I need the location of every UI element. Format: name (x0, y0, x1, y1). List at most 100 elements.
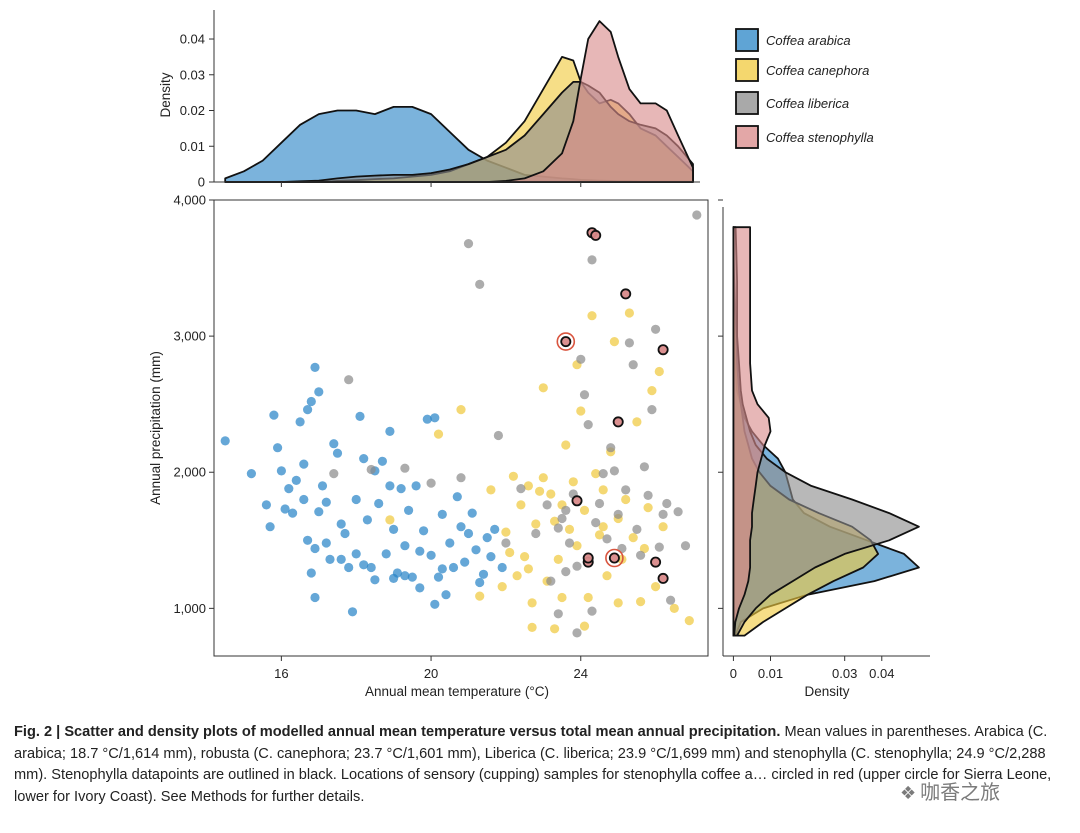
scatter-point-canephora (669, 603, 679, 614)
scatter-point-liberica (576, 354, 586, 364)
scatter-point-liberica (475, 279, 485, 289)
scatter-point-liberica (643, 490, 653, 500)
scatter-point-liberica (493, 430, 503, 441)
right-density-panel: 0 0.01 0.03 0.04 Density (718, 199, 930, 699)
scatter-point-arabica (303, 405, 313, 415)
scatter-point-canephora (579, 621, 590, 631)
scatter-point-canephora (520, 552, 530, 562)
scatter-point-arabica (385, 481, 395, 491)
scatter-point-liberica (647, 405, 657, 415)
scatter-point-liberica (344, 375, 354, 385)
scatter-point-arabica (381, 549, 391, 559)
scatter-point-canephora (512, 571, 522, 581)
scatter-point-canephora (433, 429, 444, 439)
scatter-point-liberica (624, 338, 635, 348)
scatter-point-canephora (486, 485, 496, 495)
scatter-point-arabica (299, 494, 309, 505)
scatter-point-canephora (531, 519, 541, 529)
scatter-point-arabica (310, 362, 320, 372)
scatter-point-canephora (576, 406, 586, 416)
scatter-point-liberica (613, 509, 623, 519)
scatter-ylabel: Annual precipitation (mm) (148, 351, 163, 505)
scatter-point-arabica (269, 410, 279, 420)
y-tick-label: 1,000 (173, 601, 206, 616)
scatter-point-arabica (325, 554, 335, 565)
scatter-point-arabica (415, 546, 425, 556)
scatter-point-liberica (673, 507, 683, 517)
scatter-point-liberica (591, 518, 601, 528)
scatter-point-canephora (598, 485, 608, 495)
scatter-point-arabica (404, 505, 414, 515)
scatter-point-arabica (314, 387, 324, 397)
top-density-panel: 0 0.01 0.02 0.03 0.04 Density (158, 10, 700, 190)
legend-label-arabica: Coffea arabica (766, 33, 851, 48)
scatter-point-arabica (359, 560, 369, 570)
y-tick-label: 3,000 (173, 329, 206, 344)
scatter-point-canephora (587, 311, 597, 321)
scatter-point-canephora (609, 337, 620, 347)
scatter-point-canephora (508, 471, 518, 481)
scatter-point-liberica (632, 524, 642, 535)
scatter-point-canephora (639, 543, 650, 554)
scatter-point-canephora (624, 308, 635, 318)
scatter-point-arabica (374, 498, 384, 509)
scatter-point-arabica (497, 562, 507, 573)
highlight-circle (556, 332, 576, 351)
scatter-point-stenophylla (571, 495, 583, 507)
scatter-point-liberica (572, 628, 582, 638)
scatter-point-arabica (291, 475, 301, 485)
scatter-point-arabica (400, 541, 410, 551)
right-density-areas (732, 226, 920, 637)
scatter-point-arabica (246, 469, 256, 479)
scatter-point-arabica (265, 522, 275, 532)
scatter-point-stenophylla (608, 552, 620, 564)
scatter-point-liberica (598, 469, 608, 479)
scatter-point-arabica (220, 436, 230, 446)
scatter-point-canephora (647, 386, 657, 396)
y-tick-label: 4,000 (173, 193, 206, 208)
scatter-point-liberica (666, 595, 676, 605)
scatter-point-stenophylla (657, 344, 669, 356)
scatter-point-arabica (452, 492, 462, 502)
scatter-point-liberica (594, 498, 605, 509)
scatter-point-liberica (579, 390, 590, 400)
scatter-point-arabica (370, 575, 380, 585)
scatter-point-liberica (553, 523, 563, 533)
scatter-point-canephora (385, 515, 395, 525)
scatter-point-arabica (288, 508, 298, 518)
legend-swatch-liberica (735, 91, 759, 115)
scatter-point-arabica (396, 484, 406, 494)
scatter-point-arabica (430, 599, 440, 609)
scatter-point-liberica (587, 255, 597, 265)
watermark-text: 咖香之旅 (920, 780, 1001, 804)
scatter-point-liberica (587, 606, 597, 616)
scatter-point-arabica (460, 557, 470, 567)
caption-body: Mean values in parentheses. Arabica (C. … (14, 724, 1052, 805)
scatter-point-canephora (602, 571, 612, 581)
scatter-point-liberica (654, 542, 664, 552)
scatter-point-canephora (497, 582, 507, 592)
scatter-point-canephora (546, 489, 556, 499)
scatter-point-arabica (344, 562, 354, 573)
scatter-point-stenophylla (560, 336, 572, 348)
scatter-point-canephora (538, 473, 548, 483)
scatter-point-arabica (389, 524, 399, 535)
scatter-point-canephora (613, 598, 623, 608)
scatter-point-arabica (306, 568, 316, 578)
scatter-point-canephora (523, 564, 534, 574)
scatter-point-arabica (321, 497, 331, 507)
scatter-point-arabica (273, 443, 283, 453)
scatter-frame (213, 199, 709, 657)
scatter-point-arabica (280, 504, 290, 514)
scatter-panel: 16 20 24 1,000 2,000 3,000 4,000 Annual mean t… (148, 193, 709, 699)
scatter-point-liberica (564, 538, 575, 548)
scatter-point-arabica (303, 535, 313, 545)
scatter-point-canephora (535, 486, 545, 496)
scatter-point-liberica (426, 478, 436, 488)
scatter-point-stenophylla (650, 556, 662, 568)
scatter-point-arabica (362, 515, 372, 525)
scatter-point-liberica (628, 360, 638, 370)
right-density-axes: 0 0.01 0.03 0.04 (718, 199, 930, 681)
scatter-points (220, 210, 702, 638)
scatter-point-liberica (463, 239, 474, 249)
